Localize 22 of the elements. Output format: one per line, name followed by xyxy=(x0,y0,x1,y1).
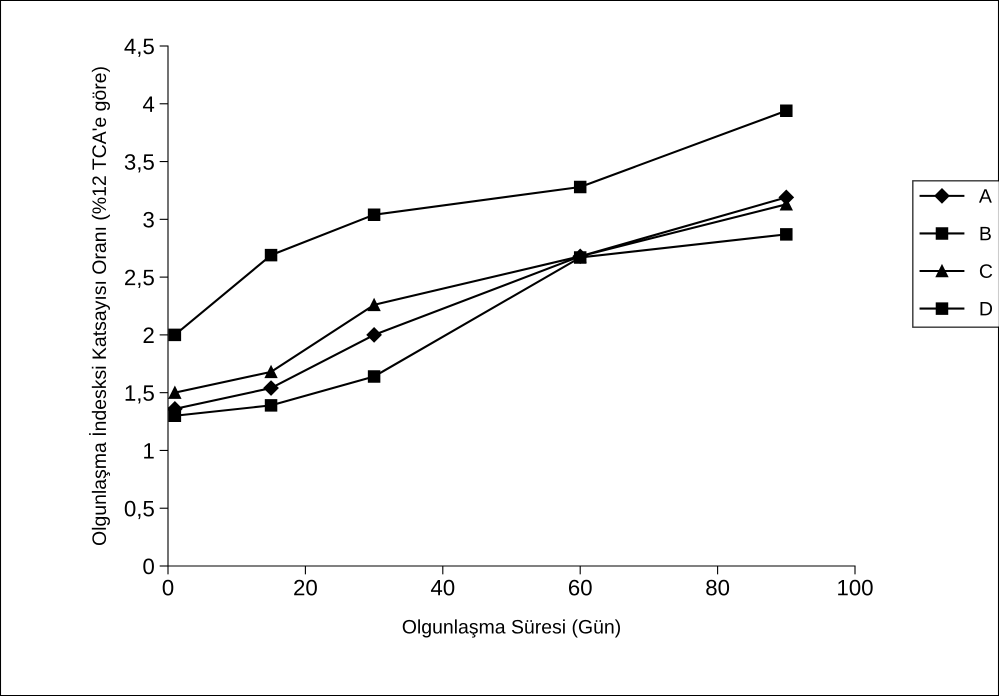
x-tick-label: 80 xyxy=(706,580,730,596)
legend-label: C xyxy=(980,264,992,278)
y-tick-label: 4,5 xyxy=(124,38,154,57)
y-tick-label: 4 xyxy=(142,96,154,112)
y-tick-label: 3 xyxy=(143,212,154,228)
legend-label: A xyxy=(978,189,992,203)
y-tick-label: 0,5 xyxy=(124,500,154,520)
legend-label: B xyxy=(980,226,991,240)
x-tick-label: 100 xyxy=(838,580,873,596)
y-tick-label: 1,5 xyxy=(126,385,154,404)
y-tick-label: 3,5 xyxy=(124,154,154,172)
y-tick-label: 2 xyxy=(144,327,154,343)
x-tick-label: 20 xyxy=(294,580,317,596)
legend-label: D xyxy=(980,302,992,316)
x-tick-label: 60 xyxy=(568,580,592,596)
y-axis-title: Olgunlaşma İndesksi Katsayısı Oranı (%12 TCA'e göre) xyxy=(89,67,110,546)
y-tick-label: 0 xyxy=(143,558,154,574)
y-tick-label: 2,5 xyxy=(125,270,154,288)
x-tick-label: 0 xyxy=(162,580,174,596)
x-axis-title: Olgunlaşma Süresi (Gün) xyxy=(402,619,620,638)
x-tick-label: 40 xyxy=(430,580,454,596)
y-tick-label: 1 xyxy=(144,443,154,458)
